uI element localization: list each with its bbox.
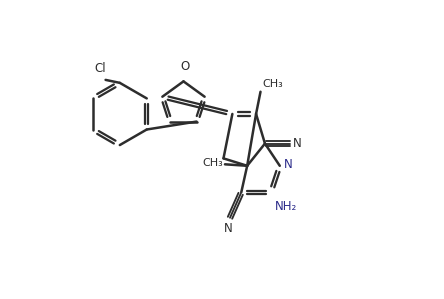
Text: O: O <box>180 60 190 73</box>
Text: CH₃: CH₃ <box>262 79 283 89</box>
Text: NH₂: NH₂ <box>275 200 297 213</box>
Text: N: N <box>293 137 302 150</box>
Text: N: N <box>284 158 293 171</box>
Text: CH₃: CH₃ <box>203 158 223 168</box>
Text: Cl: Cl <box>95 62 107 75</box>
Text: N: N <box>223 222 232 235</box>
